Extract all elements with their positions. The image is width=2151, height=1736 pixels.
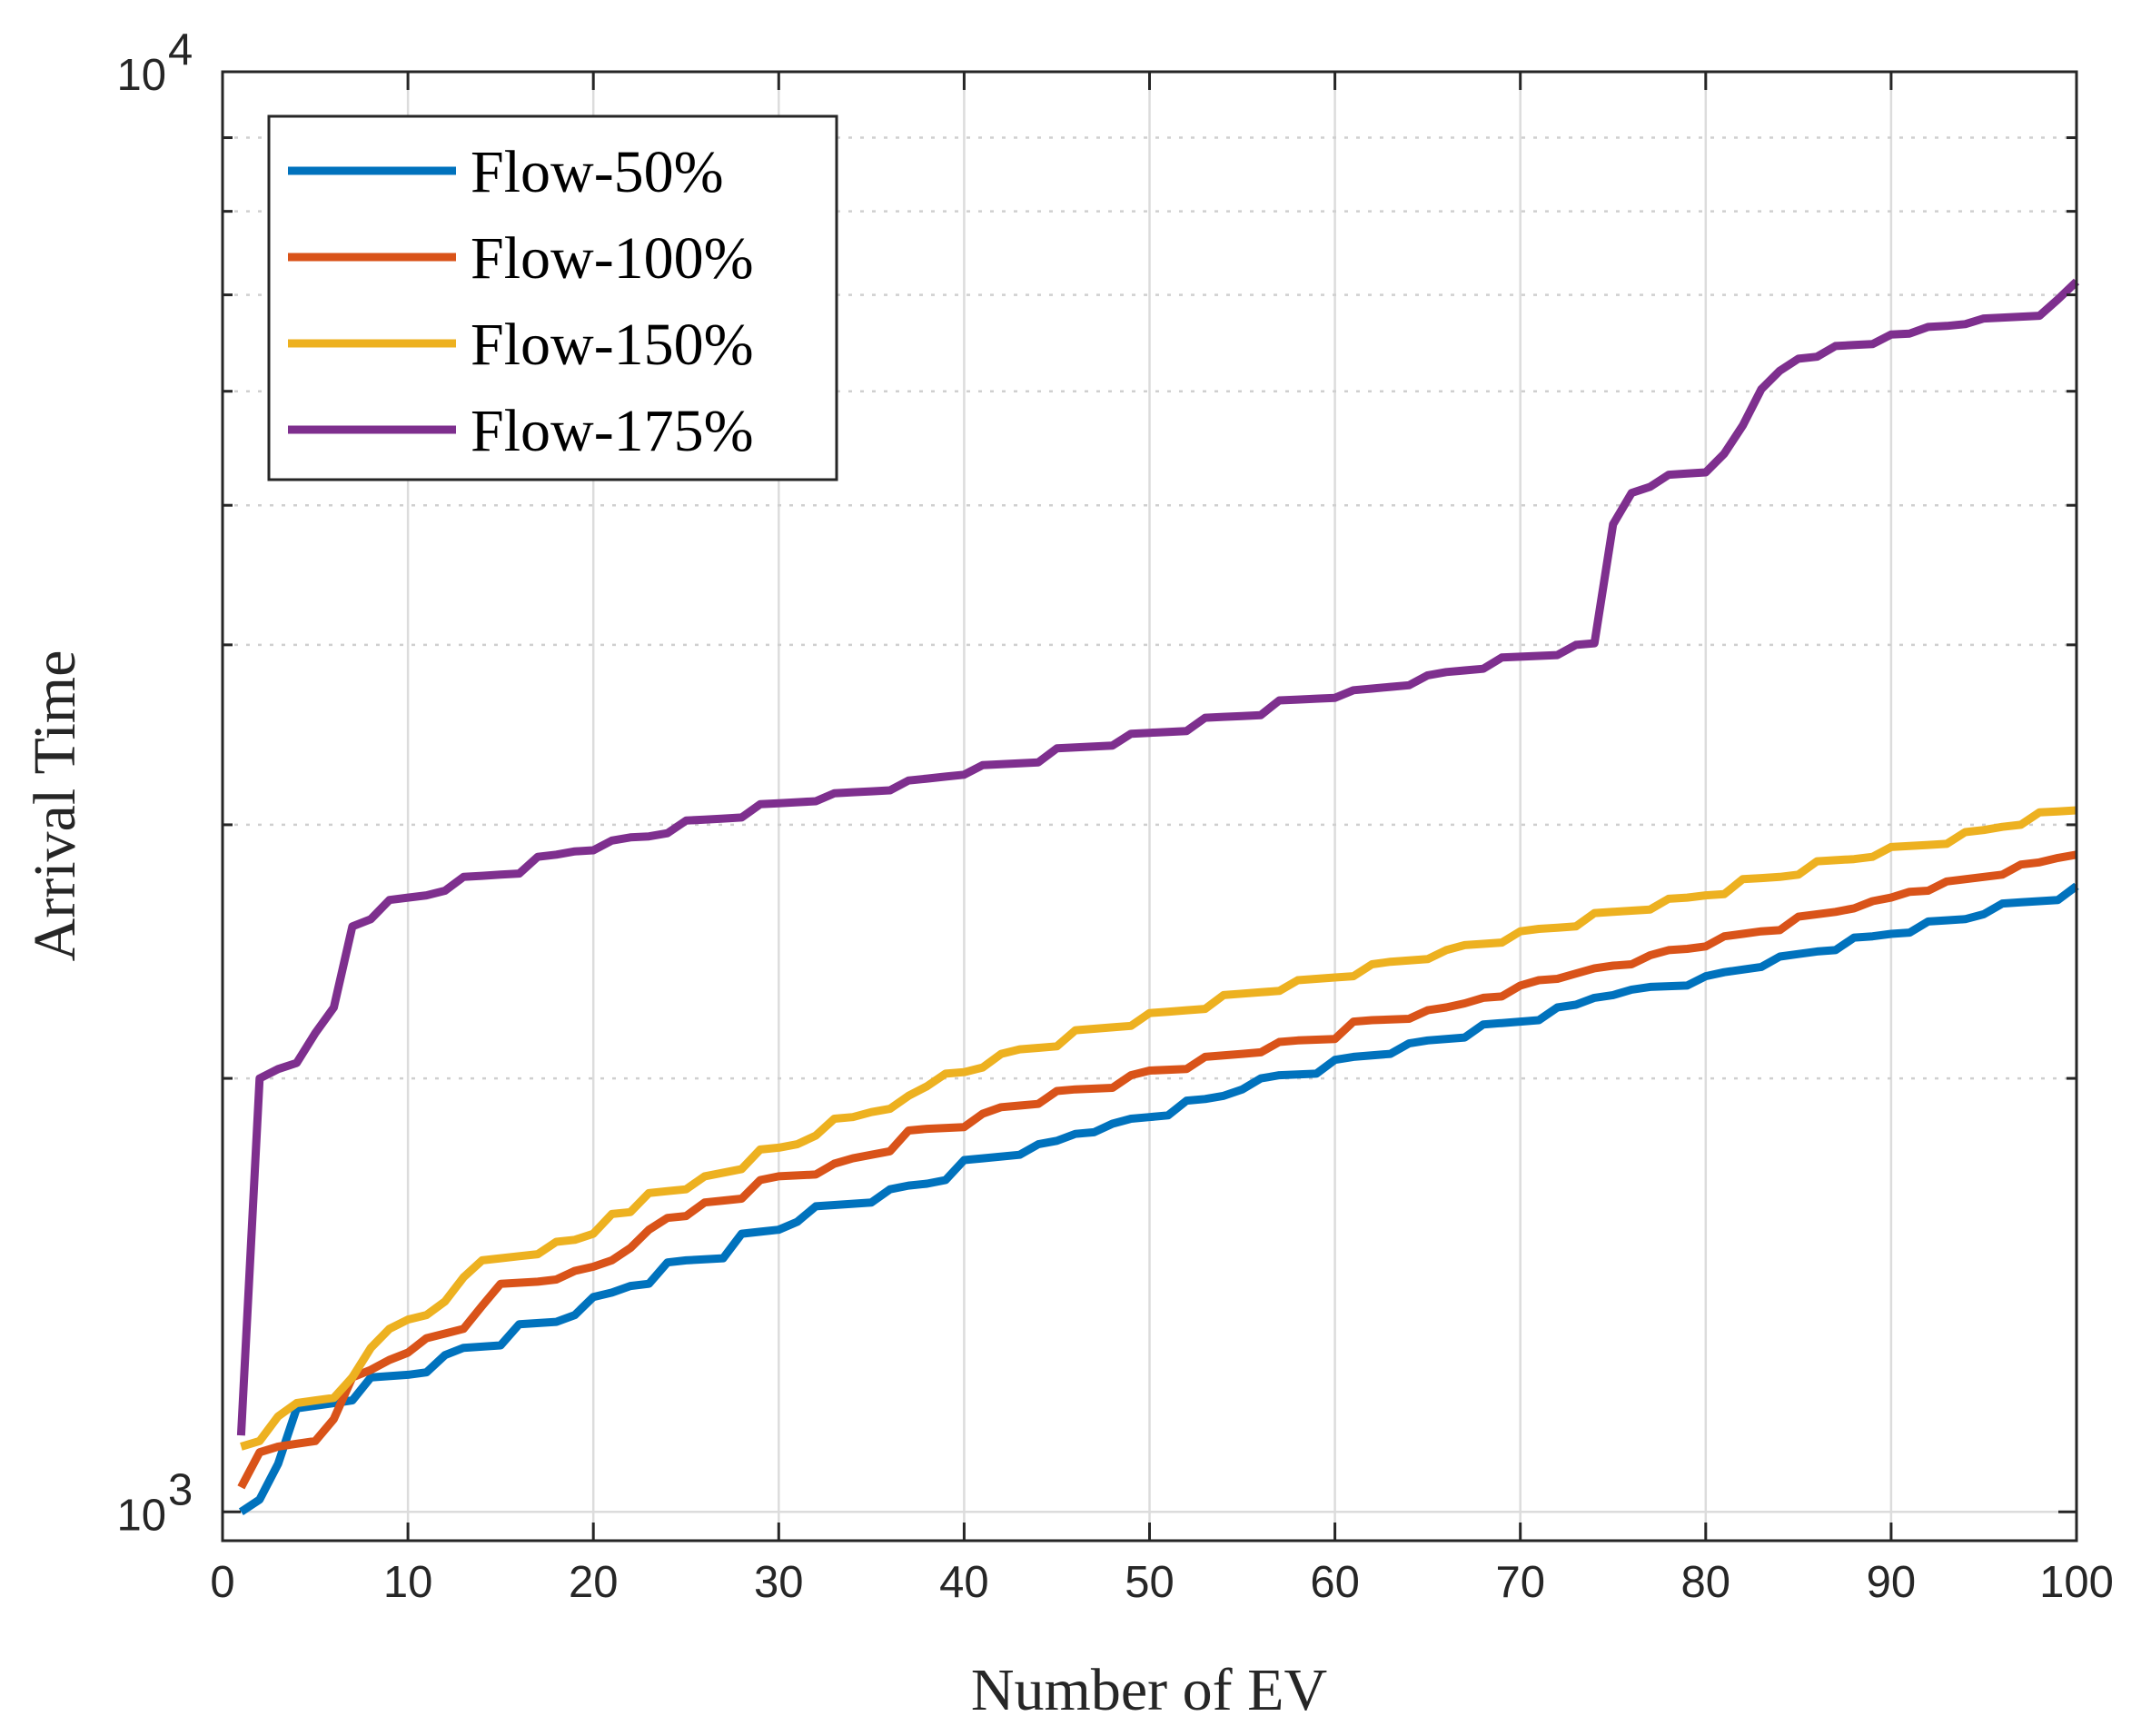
y-tick-label-exponent: 3 (168, 1465, 193, 1514)
series-line-flow-100pct (237, 850, 2077, 1490)
x-tick-label-80: 80 (1681, 1558, 1731, 1607)
legend-item-flow-175pct: Flow-175% (288, 398, 754, 464)
y-tick-label-1000: 103 (116, 1465, 193, 1540)
x-tick-label-60: 60 (1310, 1558, 1360, 1607)
x-tick-labels: 0 10 20 30 40 50 60 70 80 90 100 (210, 1558, 2114, 1607)
y-tick-label-10000: 104 (116, 25, 193, 100)
y-tick-label-base: 10 (116, 1491, 166, 1540)
series-line-flow-50pct (238, 882, 2079, 1516)
legend-items: Flow-50% Flow-100% Flow-150% Flow-175% (288, 139, 754, 464)
x-tick-label-70: 70 (1495, 1558, 1545, 1607)
axis-ticks (221, 70, 2078, 1541)
series-line-flow-175pct (236, 278, 2080, 1436)
legend-label-flow-50pct: Flow-50% (471, 139, 724, 205)
x-tick-label-100: 100 (2039, 1558, 2114, 1607)
x-tick-label-90: 90 (1867, 1558, 1917, 1607)
y-tick-label-exponent: 4 (168, 25, 193, 74)
x-axis-label: Number of EV (971, 1657, 1327, 1723)
series-lines (236, 278, 2080, 1516)
legend-label-flow-100pct: Flow-100% (471, 225, 754, 292)
x-tick-label-50: 50 (1125, 1558, 1175, 1607)
x-tick-label-20: 20 (569, 1558, 619, 1607)
x-tick-label-30: 30 (754, 1558, 804, 1607)
series-line-flow-150pct (240, 806, 2077, 1451)
legend-label-flow-175pct: Flow-175% (471, 398, 754, 464)
y-axis-label: Arrival Time (22, 650, 88, 962)
x-tick-label-40: 40 (939, 1558, 989, 1607)
legend-label-flow-150pct: Flow-150% (471, 312, 754, 378)
legend-item-flow-50pct: Flow-50% (288, 139, 724, 205)
x-tick-label-0: 0 (210, 1558, 234, 1607)
legend-box (267, 114, 838, 481)
x-tick-label-10: 10 (383, 1558, 433, 1607)
y-tick-label-base: 10 (116, 51, 166, 100)
legend-item-flow-100pct: Flow-100% (288, 225, 754, 292)
legend-item-flow-150pct: Flow-150% (288, 312, 754, 378)
legend: Flow-50% Flow-100% Flow-150% Flow-175% (267, 114, 838, 481)
